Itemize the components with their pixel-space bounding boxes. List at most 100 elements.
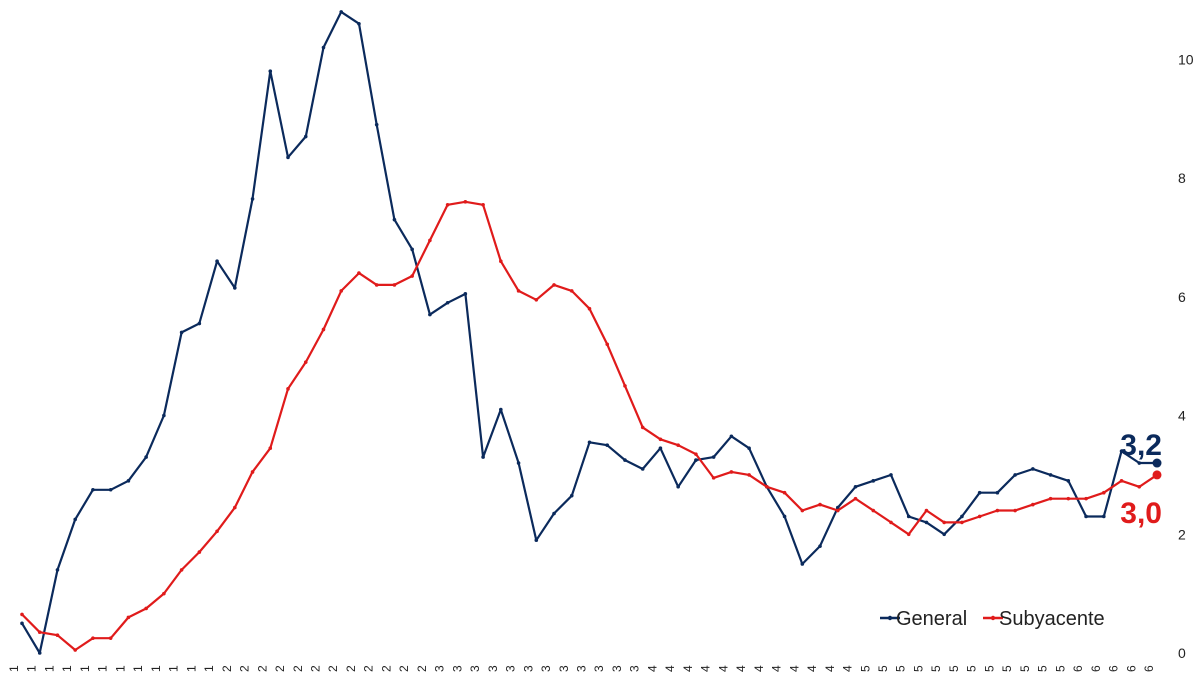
data-point-subyacente: [977, 514, 982, 519]
data-point-general: [1137, 461, 1142, 465]
data-point-subyacente: [569, 289, 574, 293]
data-point-subyacente: [250, 470, 255, 474]
data-point-general: [711, 455, 716, 459]
x-tick-label: 1: [7, 665, 21, 672]
x-tick-label: 1: [184, 665, 198, 672]
legend-item-general: General: [880, 608, 967, 630]
x-tick-label: 1: [42, 665, 56, 672]
data-point-subyacente: [55, 633, 60, 637]
data-point-subyacente: [126, 615, 131, 620]
data-point-subyacente: [924, 508, 929, 513]
y-tick-label: 4: [1178, 408, 1186, 424]
x-tick-label: 5: [929, 665, 943, 672]
data-point-subyacente: [179, 568, 184, 572]
x-tick-label: 2: [362, 665, 376, 672]
data-point-general: [55, 568, 60, 572]
x-tick-label: 3: [610, 665, 624, 672]
x-tick-label: 3: [521, 665, 535, 672]
x-tick-label: 4: [681, 665, 695, 672]
x-tick-label: 5: [1000, 665, 1014, 672]
x-tick-label: 1: [113, 665, 127, 672]
x-tick-label: 4: [787, 665, 801, 672]
x-tick-label: 6: [1089, 665, 1103, 672]
data-point-subyacente: [374, 283, 379, 287]
x-tick-label: 6: [1142, 665, 1156, 672]
data-point-subyacente: [1137, 484, 1142, 489]
data-point-subyacente: [800, 508, 805, 513]
data-point-subyacente: [711, 476, 716, 480]
data-point-general: [108, 487, 113, 492]
data-point-subyacente: [268, 446, 273, 450]
data-point-subyacente: [73, 648, 78, 652]
data-point-general: [410, 247, 414, 252]
data-point-general: [889, 473, 893, 477]
data-point-general: [960, 514, 964, 519]
x-tick-label: 5: [1018, 665, 1032, 672]
series-end-point-subyacente: [1152, 470, 1162, 480]
x-tick-label: 2: [308, 665, 322, 672]
x-tick-label: 2: [326, 665, 340, 672]
x-tick-label: 4: [770, 665, 784, 672]
data-point-general: [357, 21, 361, 26]
data-point-subyacente: [889, 520, 893, 525]
data-point-general: [1119, 449, 1124, 453]
legend: General Subyacente: [880, 608, 1105, 630]
data-point-subyacente: [605, 342, 610, 347]
y-axis: 0 2 4 6 8 10: [1178, 51, 1194, 661]
data-point-general: [1101, 514, 1106, 519]
data-point-subyacente: [676, 443, 680, 448]
x-tick-label: 4: [699, 665, 713, 672]
x-tick-label: 1: [202, 665, 216, 672]
data-point-subyacente: [960, 520, 964, 525]
data-point-general: [37, 651, 42, 655]
x-tick-label: 3: [433, 665, 447, 672]
data-point-general: [729, 434, 734, 439]
data-point-general: [1031, 467, 1035, 471]
x-tick-label: 1: [149, 665, 163, 672]
data-point-subyacente: [108, 636, 113, 640]
data-point-general: [587, 440, 592, 445]
data-point-general: [392, 217, 397, 222]
x-tick-label: 5: [1053, 665, 1067, 672]
data-point-general: [73, 517, 78, 522]
data-point-general: [321, 45, 326, 50]
x-tick-label: 4: [716, 665, 730, 672]
data-point-general: [20, 621, 24, 626]
x-tick-label: 4: [841, 665, 855, 672]
y-tick-label: 0: [1178, 645, 1186, 661]
data-point-general: [428, 312, 432, 317]
data-point-general: [286, 155, 290, 160]
data-point-general: [499, 407, 503, 412]
x-tick-label: 2: [238, 665, 252, 672]
x-tick-label: 6: [1124, 665, 1138, 672]
data-point-general: [144, 455, 148, 459]
data-point-general: [694, 458, 698, 462]
data-point-general: [835, 505, 840, 510]
data-point-general: [782, 514, 787, 519]
data-point-general: [906, 514, 911, 519]
data-point-subyacente: [339, 289, 344, 293]
data-point-subyacente: [1066, 496, 1071, 501]
x-tick-label: 1: [25, 665, 39, 672]
data-point-subyacente: [233, 505, 237, 510]
x-tick-label: 2: [273, 665, 287, 672]
data-point-general: [233, 286, 237, 290]
data-point-general: [747, 446, 751, 450]
x-tick-label: 2: [220, 665, 234, 672]
data-point-subyacente: [1084, 496, 1088, 501]
data-point-subyacente: [215, 529, 219, 534]
data-point-general: [977, 490, 982, 495]
data-point-subyacente: [694, 452, 698, 456]
data-point-general: [924, 520, 929, 525]
data-point-subyacente: [303, 360, 308, 364]
x-tick-label: 5: [965, 665, 979, 672]
y-tick-label: 10: [1178, 51, 1194, 67]
legend-marker-general: [887, 615, 893, 621]
x-tick-label: 1: [78, 665, 92, 672]
x-tick-label: 3: [450, 665, 464, 672]
x-tick-label: 1: [96, 665, 110, 672]
data-point-subyacente: [144, 606, 148, 611]
data-point-subyacente: [658, 437, 663, 442]
